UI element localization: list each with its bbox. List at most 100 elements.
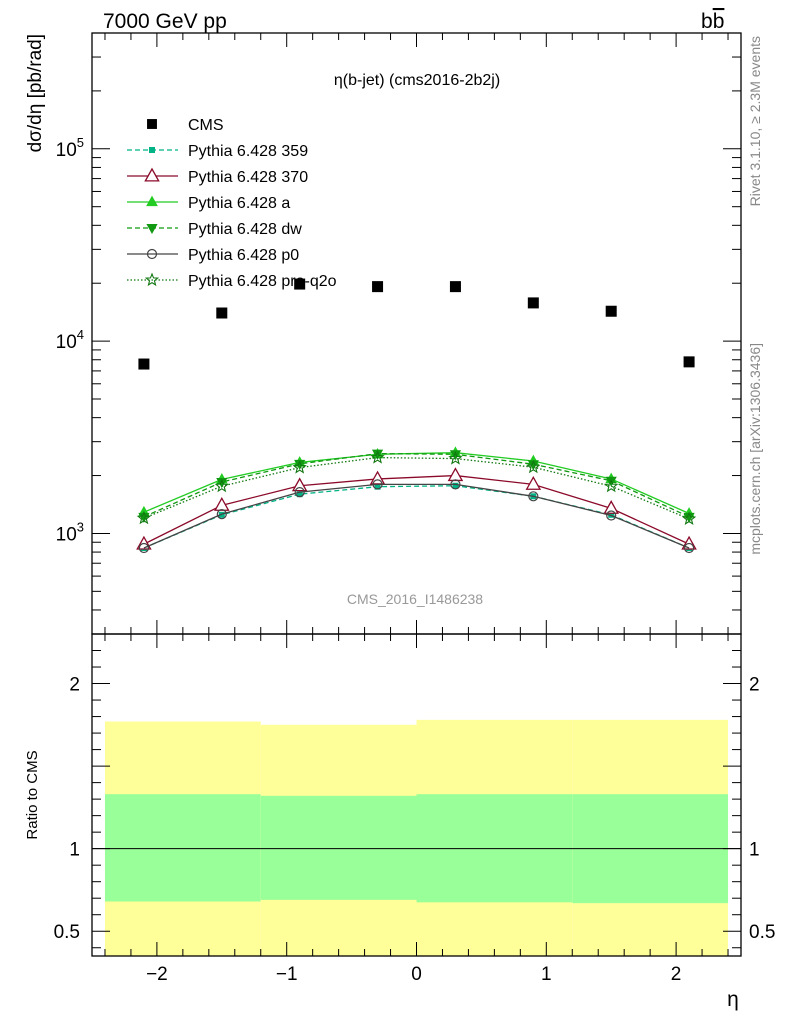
data-point (683, 356, 695, 368)
ratio-y-tick-label-left: 2 (69, 675, 80, 696)
ratio-y-tick-label-left: 0.5 (54, 922, 80, 943)
data-point (448, 451, 463, 465)
data-point (606, 510, 617, 521)
x-tick-label: 0 (411, 964, 422, 985)
legend-entry: Pythia 6.428 p0 (127, 247, 299, 264)
series-line (143, 452, 690, 518)
legend-label: Pythia 6.428 359 (188, 143, 308, 160)
data-point (450, 479, 461, 490)
data-point (369, 470, 386, 485)
legend-marker (147, 119, 157, 129)
data-point (525, 476, 542, 490)
data-point (449, 450, 462, 461)
data-point (216, 509, 227, 520)
data-point (372, 479, 383, 490)
data-point (370, 450, 385, 464)
data-point (291, 477, 308, 492)
process-bbar: b (713, 10, 725, 33)
series-line (143, 483, 690, 549)
data-point (216, 307, 228, 319)
x-tick-label: 2 (671, 964, 682, 985)
data-point (216, 478, 228, 489)
legend-marker (146, 195, 158, 207)
legend-label: Pythia 6.428 a (188, 195, 290, 212)
data-point (372, 281, 384, 293)
series-2 (136, 467, 697, 550)
legend-label: Pythia 6.428 370 (188, 169, 308, 186)
chart-title: η(b-jet) (cms2016-2b2j) (334, 72, 500, 89)
x-tick-label: −1 (276, 964, 298, 985)
tick-base: 10 (56, 524, 77, 545)
ratio-y-axis-label: Ratio to CMS (24, 750, 41, 839)
data-point (452, 482, 459, 489)
x-tick-label: −2 (146, 964, 168, 985)
ratio-y-tick-label-right: 0.5 (749, 922, 775, 943)
tick-base: 10 (56, 332, 77, 353)
data-point (374, 483, 381, 490)
data-point (527, 297, 539, 309)
legend: CMS Pythia 6.428 359 Pythia 6.428 370 Pythi… (127, 117, 337, 290)
data-point (447, 467, 464, 482)
data-point (138, 358, 150, 370)
legend-marker (149, 147, 155, 153)
ratio-y-tick-label-right: 2 (749, 675, 760, 696)
legend-marker (144, 167, 160, 182)
series-5 (138, 479, 695, 554)
ratio-green-band (260, 795, 417, 900)
tick-exponent: 3 (77, 519, 84, 534)
data-point (292, 460, 307, 474)
data-point (214, 478, 229, 493)
legend-marker (146, 248, 158, 260)
legend-label: Pythia 6.428 dw (188, 221, 302, 238)
legend-label: Pythia 6.428 pro-q2o (188, 273, 337, 290)
ratio-green-band (104, 794, 261, 902)
tick-base: 10 (56, 140, 77, 161)
series-line (143, 456, 690, 520)
series-0 (138, 278, 695, 370)
header-energy-label: 7000 GeV pp (103, 10, 227, 33)
data-point (294, 487, 305, 498)
main-y-tick-label: 104 (56, 327, 84, 353)
y-axis-label: dσ/dη [pb/rad] (25, 34, 46, 152)
tick-exponent: 5 (77, 135, 84, 150)
data-point (526, 459, 541, 474)
tick-exponent: 4 (77, 327, 84, 342)
legend-entry: Pythia 6.428 dw (127, 221, 302, 238)
series-1 (140, 482, 693, 552)
data-point (605, 305, 617, 317)
data-point (296, 491, 303, 498)
main-y-tick-label: 103 (56, 519, 84, 545)
data-point (528, 491, 539, 502)
data-point (294, 278, 306, 290)
legend-marker (146, 224, 158, 235)
series-6 (136, 450, 697, 525)
mcplots-credit-label: mcplots.cern.ch [arXiv:1306.3436] (747, 343, 763, 555)
data-point (683, 542, 695, 554)
data-point (608, 511, 615, 518)
legend-entry: Pythia 6.428 370 (127, 167, 308, 186)
data-point (681, 511, 697, 525)
data-point (138, 542, 150, 554)
legend-entry: Pythia 6.428 359 (127, 143, 308, 160)
legend-entry: Pythia 6.428 a (127, 195, 290, 212)
analysis-watermark: CMS_2016_I1486238 (347, 591, 483, 607)
legend-entry: Pythia 6.428 pro-q2o (127, 272, 337, 290)
legend-entry: CMS (147, 117, 224, 134)
legend-label: Pythia 6.428 p0 (188, 247, 299, 264)
rivet-version-label: Rivet 3.1.10, ≥ 2.3M events (747, 36, 763, 206)
x-axis-label: η (727, 988, 739, 1011)
header-process-label: bb (701, 10, 724, 33)
process-b: b (701, 10, 713, 33)
ratio-panel: −2 −1 0 1 2 0.5 0.5 1 1 2 2 (54, 633, 775, 985)
x-tick-label: 1 (541, 964, 552, 985)
main-y-tick-label: 105 (56, 135, 84, 161)
data-point (603, 500, 619, 514)
legend-label: CMS (188, 117, 224, 134)
ratio-y-tick-label-right: 1 (749, 840, 760, 861)
legend-marker (144, 272, 160, 287)
data-point (604, 478, 619, 493)
ratio-y-tick-label-left: 1 (69, 840, 80, 861)
data-point (449, 281, 461, 293)
